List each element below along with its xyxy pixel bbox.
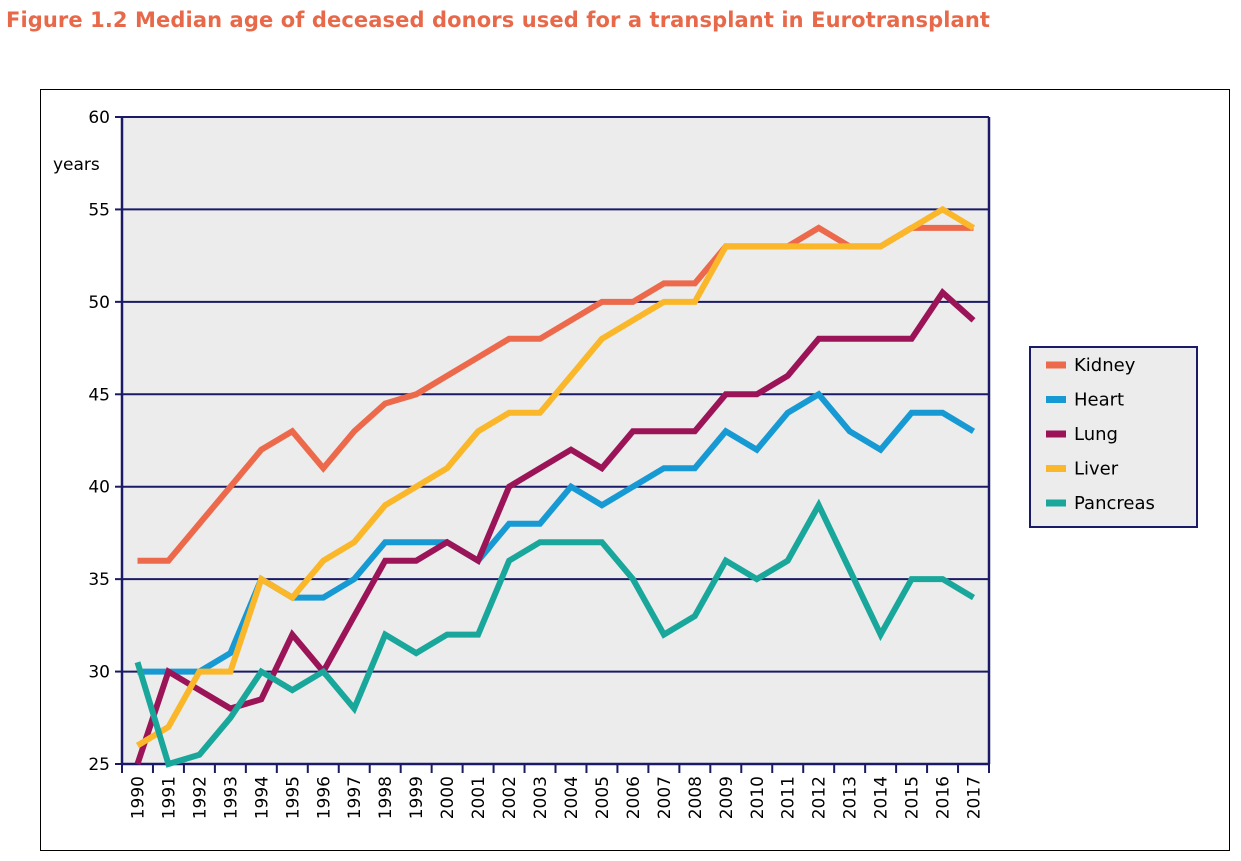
legend-swatch-liver bbox=[1046, 465, 1066, 472]
x-tick-label-2009: 2009 bbox=[717, 776, 737, 819]
x-tick-label-2010: 2010 bbox=[748, 776, 768, 819]
x-tick-label-1999: 1999 bbox=[407, 776, 427, 819]
series-line-liver bbox=[135, 205, 976, 749]
x-tick-label-2007: 2007 bbox=[655, 776, 675, 819]
legend-label-liver: Liver bbox=[1074, 459, 1119, 480]
series-line-lung bbox=[134, 288, 976, 765]
x-tick-label-1996: 1996 bbox=[314, 776, 334, 819]
figure-title: Figure 1.2 Median age of deceased donors… bbox=[6, 8, 991, 32]
x-tick-label-1998: 1998 bbox=[376, 776, 396, 819]
x-tick-label-1995: 1995 bbox=[283, 776, 303, 819]
x-tick-labels: 1990 1991 1992 1993 1994 1995 1996 1997 1998 1999… bbox=[121, 764, 990, 819]
legend-label-heart: Heart bbox=[1074, 390, 1124, 411]
y-tick-label-55: 55 bbox=[88, 200, 110, 220]
legend-swatch-lung bbox=[1046, 430, 1066, 438]
y-tick-label-25: 25 bbox=[88, 755, 110, 775]
x-tick-label-2013: 2013 bbox=[841, 776, 861, 819]
x-tick-label-2012: 2012 bbox=[810, 776, 830, 819]
legend-label-kidney: Kidney bbox=[1074, 355, 1136, 376]
x-tick-label-2001: 2001 bbox=[469, 776, 489, 819]
x-tick-label-2011: 2011 bbox=[779, 776, 799, 819]
x-tick-label-2005: 2005 bbox=[593, 776, 613, 819]
series-lines bbox=[134, 205, 976, 768]
y-tick-label-40: 40 bbox=[88, 478, 110, 498]
x-tick-label-2008: 2008 bbox=[686, 776, 706, 819]
series-line-kidney bbox=[137, 224, 974, 564]
x-tick-label-1997: 1997 bbox=[345, 776, 365, 819]
x-tick-label-2002: 2002 bbox=[500, 776, 520, 819]
legend-swatch-kidney bbox=[1046, 361, 1066, 369]
y-axis-label: years bbox=[53, 155, 100, 175]
x-tick-label-1992: 1992 bbox=[190, 776, 210, 819]
legend-swatch-pancreas bbox=[1046, 499, 1066, 507]
legend: Kidney Heart Lung Liver Pancreas bbox=[1029, 346, 1198, 528]
x-tick-label-2003: 2003 bbox=[531, 776, 551, 819]
y-tick-label-30: 30 bbox=[88, 663, 110, 683]
legend-label-lung: Lung bbox=[1074, 424, 1118, 445]
x-tick-label-1993: 1993 bbox=[221, 776, 241, 819]
y-tick-label-45: 45 bbox=[88, 385, 110, 405]
x-tick-label-2000: 2000 bbox=[438, 776, 458, 819]
x-tick-label-2014: 2014 bbox=[872, 776, 892, 819]
x-tick-label-2015: 2015 bbox=[903, 776, 923, 819]
y-tick-labels: 25 30 35 40 45 50 55 60 bbox=[88, 108, 122, 775]
x-tick-label-1990: 1990 bbox=[128, 776, 148, 819]
x-tick-label-1991: 1991 bbox=[159, 776, 179, 819]
x-tick-label-2016: 2016 bbox=[934, 776, 954, 819]
series-line-pancreas bbox=[134, 498, 976, 768]
x-tick-label-2017: 2017 bbox=[965, 776, 985, 819]
y-tick-label-35: 35 bbox=[88, 570, 110, 590]
y-tick-label-60: 60 bbox=[88, 108, 110, 128]
x-tick-label-2004: 2004 bbox=[562, 776, 582, 819]
plot-area bbox=[122, 117, 989, 764]
chart-frame: 25 30 35 40 45 50 55 60 years 1990 1991 1992 1993 1… bbox=[40, 89, 1230, 851]
legend-swatch-heart bbox=[1046, 396, 1066, 403]
x-tick-label-1994: 1994 bbox=[252, 776, 272, 819]
y-tick-label-50: 50 bbox=[88, 293, 110, 313]
legend-label-pancreas: Pancreas bbox=[1074, 493, 1155, 514]
x-tick-label-2006: 2006 bbox=[624, 776, 644, 819]
